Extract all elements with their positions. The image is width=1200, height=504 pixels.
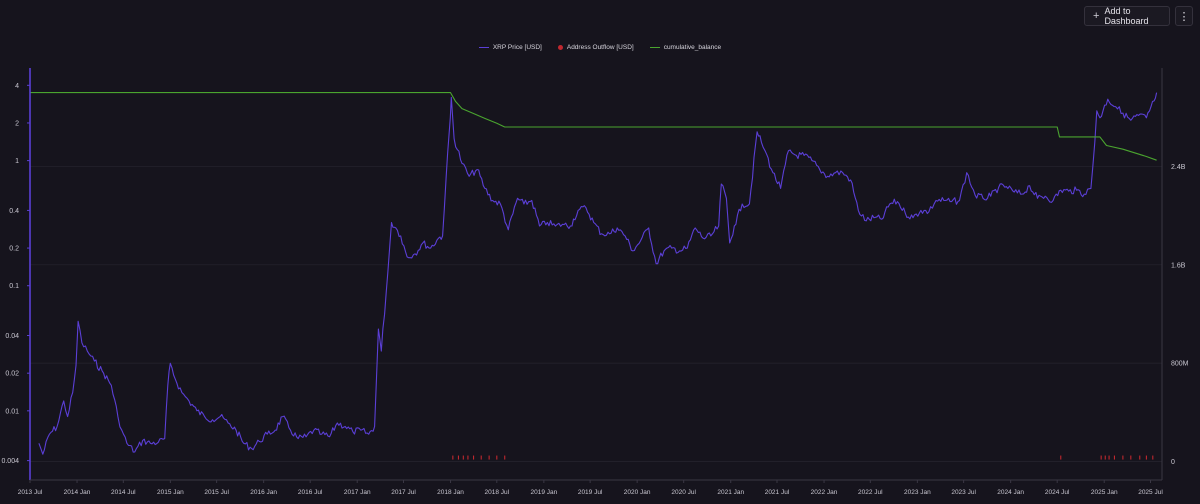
legend-label: XRP Price [USD] bbox=[492, 44, 542, 51]
x-tick-label: 2017 Jul bbox=[391, 489, 416, 496]
x-tick-label: 2020 Jul bbox=[671, 489, 696, 496]
x-tick-label: 2024 Jul bbox=[1045, 489, 1070, 496]
x-tick-label: 2024 Jan bbox=[997, 489, 1024, 496]
add-to-dashboard-button[interactable]: + Add to Dashboard bbox=[1084, 6, 1170, 26]
grid-lines bbox=[30, 165, 1162, 462]
x-tick-label: 2018 Jul bbox=[485, 489, 510, 496]
y-right-tick-label: 2.4B bbox=[1171, 164, 1186, 171]
y-left-tick-label: 0.4 bbox=[9, 208, 19, 215]
axes: 0.004 0.01 0.02 0.04 0.1 0.2 0.4 1 2 4 0 800M 1.6B 2.… bbox=[1, 68, 1189, 496]
xrp-price-line bbox=[38, 92, 1158, 455]
legend-item-balance[interactable]: cumulative_balance bbox=[649, 44, 722, 51]
x-tick-label: 2023 Jan bbox=[904, 489, 931, 496]
x-tick-label: 2016 Jul bbox=[298, 489, 323, 496]
x-tick-label: 2015 Jan bbox=[157, 489, 184, 496]
legend-line-marker bbox=[478, 46, 489, 49]
legend-line-marker bbox=[649, 46, 660, 49]
x-tick-label: 2019 Jan bbox=[530, 489, 557, 496]
y-left-tick-label: 4 bbox=[15, 83, 19, 90]
kebab-icon: ⋮ bbox=[1178, 10, 1190, 23]
more-options-button[interactable]: ⋮ bbox=[1175, 6, 1193, 26]
x-tick-label: 2021 Jan bbox=[717, 489, 744, 496]
x-tick-label: 2025 Jul bbox=[1138, 489, 1163, 496]
x-tick-label: 2017 Jan bbox=[344, 489, 371, 496]
x-tick-label: 2014 Jan bbox=[64, 489, 91, 496]
y-left-tick-label: 0.04 bbox=[5, 333, 19, 340]
y-left-tick-label: 0.2 bbox=[9, 246, 19, 253]
x-tick-label: 2018 Jan bbox=[437, 489, 464, 496]
x-tick-label: 2025 Jan bbox=[1091, 489, 1118, 496]
y-left-tick-label: 2 bbox=[15, 120, 19, 127]
x-tick-label: 2020 Jan bbox=[624, 489, 651, 496]
legend-item-price[interactable]: XRP Price [USD] bbox=[478, 44, 542, 51]
legend-label: cumulative_balance bbox=[663, 44, 722, 51]
y-right-tick-label: 1.6B bbox=[1171, 262, 1186, 269]
x-tick-label: 2021 Jul bbox=[765, 489, 790, 496]
x-tick-label: 2019 Jul bbox=[578, 489, 603, 496]
y-right-tick-label: 800M bbox=[1171, 361, 1189, 368]
outflow-bars bbox=[452, 455, 1154, 460]
x-tick-label: 2022 Jul bbox=[858, 489, 883, 496]
x-tick-label: 2014 Jul bbox=[111, 489, 136, 496]
legend-label: Address Outflow [USD] bbox=[566, 44, 634, 51]
x-tick-label: 2022 Jan bbox=[811, 489, 838, 496]
x-tick-label: 2013 Jul bbox=[18, 489, 43, 496]
y-right-tick-label: 0 bbox=[1171, 459, 1175, 466]
add-to-dashboard-label: Add to Dashboard bbox=[1104, 6, 1149, 26]
series-lines bbox=[30, 92, 1158, 455]
legend-dot-marker bbox=[557, 45, 563, 50]
chart-legend: XRP Price [USD] Address Outflow [USD] cu… bbox=[0, 44, 1200, 51]
y-left-tick-label: 0.1 bbox=[9, 283, 19, 290]
y-left-tick-label: 1 bbox=[15, 158, 19, 165]
plus-icon: + bbox=[1093, 10, 1100, 22]
y-left-tick-label: 0.02 bbox=[5, 371, 19, 378]
x-tick-label: 2023 Jul bbox=[951, 489, 976, 496]
y-left-tick-label: 0.004 bbox=[1, 458, 19, 465]
y-left-tick-label: 0.01 bbox=[5, 408, 19, 415]
cumulative-balance-line bbox=[30, 92, 1157, 161]
legend-item-outflow[interactable]: Address Outflow [USD] bbox=[557, 44, 634, 51]
x-tick-label: 2016 Jan bbox=[250, 489, 277, 496]
x-tick-label: 2015 Jul bbox=[204, 489, 229, 496]
